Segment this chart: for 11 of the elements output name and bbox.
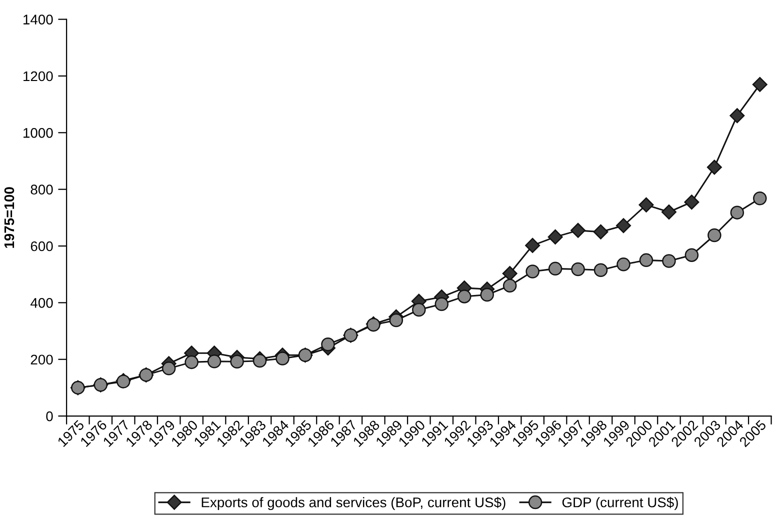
y-axis-title: 1975=100 [4,187,14,248]
legend-label: GDP (current US$) [562,496,678,510]
legend-label: Exports of goods and services (BoP, current US$) [202,496,506,510]
y-tick-label: 200 [30,354,53,365]
y-tick-label: 600 [30,241,53,252]
y-tick-label: 0 [46,411,53,422]
y-tick-label: 1200 [24,71,53,82]
y-tick-label: 1000 [24,128,53,138]
y-tick-label: 400 [30,298,53,308]
y-tick-label: 1400 [24,14,53,24]
y-tick-label: 800 [30,184,53,195]
